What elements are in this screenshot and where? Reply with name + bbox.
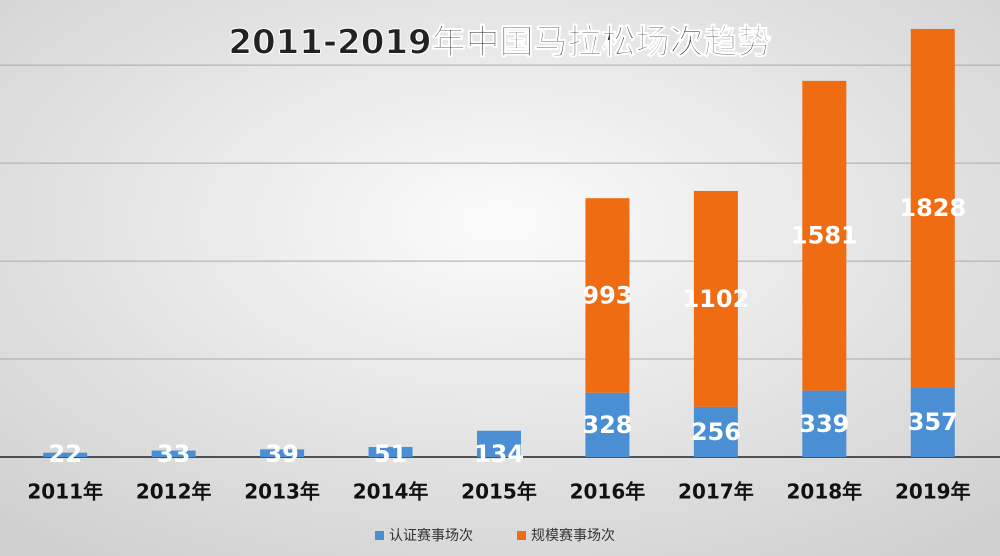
data-label: 357: [908, 408, 958, 436]
bar-segment: [477, 430, 521, 457]
data-label: 1102: [682, 285, 749, 313]
legend-swatch: [375, 531, 384, 540]
bar-segment: [802, 80, 847, 391]
x-tick-label: 2019年: [895, 480, 971, 504]
bar-segment: [693, 190, 738, 407]
chart-title: 2011-2019年中国马拉松场次趋势: [228, 23, 771, 63]
legend-label: 认证赛事场次: [389, 528, 473, 544]
bar-segment: [585, 392, 630, 457]
x-tick-label: 2017年: [678, 480, 754, 504]
bar-segment: [910, 387, 955, 457]
data-label: 339: [799, 410, 849, 438]
data-label: 256: [691, 418, 741, 446]
x-tick-label: 2016年: [570, 480, 646, 504]
bar-segment: [151, 450, 196, 457]
x-tick-label: 2013年: [244, 480, 320, 504]
bar-segment: [693, 406, 738, 457]
bar-segment: [260, 449, 305, 457]
bar-segment: [802, 390, 847, 457]
bar-segment: [368, 447, 413, 457]
bar-segment: [43, 452, 88, 457]
data-label: 993: [582, 281, 632, 309]
legend-label: 规模赛事场次: [531, 528, 615, 544]
data-label: 328: [582, 411, 632, 439]
x-tick-label: 2011年: [27, 480, 103, 504]
x-tick-label: 2012年: [136, 480, 212, 504]
x-tick-label: 2014年: [353, 480, 429, 504]
data-label: 1828: [899, 194, 966, 222]
data-label: 51: [374, 440, 407, 468]
x-tick-label: 2015年: [461, 480, 537, 504]
data-label: 1581: [791, 222, 858, 250]
data-label: 22: [49, 440, 82, 468]
bar-segment: [585, 198, 630, 393]
data-label: 33: [157, 440, 190, 468]
data-label: 134: [474, 440, 524, 468]
legend-swatch: [517, 531, 526, 540]
x-tick-label: 2018年: [786, 480, 862, 504]
data-label: 39: [265, 440, 298, 468]
bar-segment: [910, 28, 955, 388]
